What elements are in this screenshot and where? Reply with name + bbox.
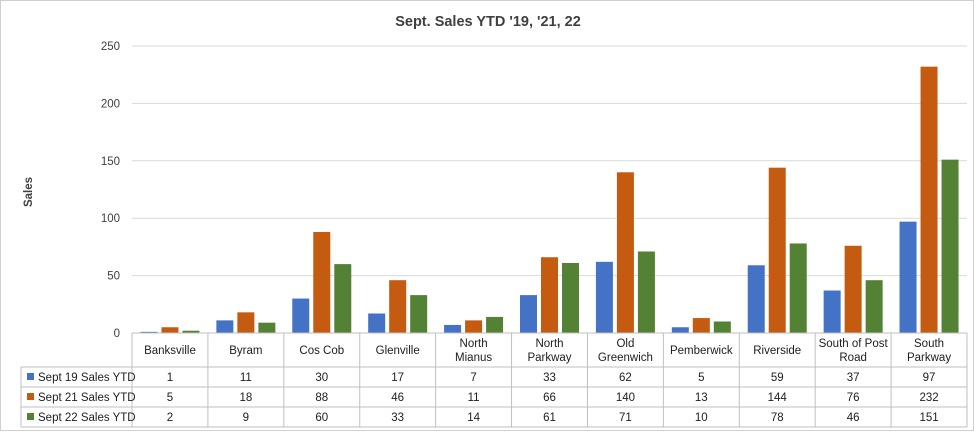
category-label: Cos Cob <box>299 345 344 357</box>
legend-key <box>27 413 34 420</box>
bar <box>520 295 537 333</box>
bar <box>389 280 407 333</box>
bar <box>182 330 200 333</box>
bar <box>899 221 917 333</box>
data-label: 5 <box>167 392 173 404</box>
bar <box>671 327 689 333</box>
category-label: Glenville <box>376 345 420 357</box>
series-name: Sept 22 Sales YTD <box>38 412 136 424</box>
data-label: 33 <box>391 412 404 424</box>
data-label: 60 <box>315 412 328 424</box>
y-tick-label: 50 <box>107 271 120 283</box>
category-label: Parkway <box>907 352 951 364</box>
category-label: Mianus <box>455 352 492 364</box>
bar <box>258 322 276 333</box>
data-label: 46 <box>391 392 404 404</box>
data-label: 2 <box>167 412 173 424</box>
category-label: Old <box>616 338 634 350</box>
bar <box>161 327 179 333</box>
bar <box>844 245 862 333</box>
category-label: Road <box>839 352 867 364</box>
category-label: Greenwich <box>598 352 653 364</box>
data-label: 7 <box>470 372 476 384</box>
bar <box>789 243 807 333</box>
legend-key <box>27 373 34 380</box>
data-label: 78 <box>771 412 784 424</box>
y-tick-label: 0 <box>114 328 120 340</box>
bar <box>823 290 841 333</box>
y-tick-label: 150 <box>101 156 120 168</box>
bar <box>713 321 731 333</box>
chart-title: Sept. Sales YTD '19, '21, 22 <box>395 14 581 30</box>
data-label: 151 <box>919 412 938 424</box>
bar <box>541 257 558 333</box>
y-tick-label: 100 <box>101 213 120 225</box>
data-label: 33 <box>543 372 556 384</box>
bar <box>692 318 710 333</box>
bar <box>237 312 255 333</box>
bar <box>368 313 386 333</box>
y-tick-label: 200 <box>101 98 120 110</box>
bar <box>444 324 462 333</box>
category-label: North <box>460 338 488 350</box>
bar <box>334 264 352 333</box>
bar <box>486 316 504 333</box>
category-label: South <box>914 338 944 350</box>
bar <box>747 265 765 333</box>
bar <box>637 251 655 333</box>
data-label: 30 <box>315 372 328 384</box>
data-label: 9 <box>243 412 249 424</box>
data-label: 140 <box>616 392 635 404</box>
bar <box>616 172 634 333</box>
bar <box>941 159 959 333</box>
y-tick-label: 250 <box>101 41 120 53</box>
legend-key <box>27 393 34 400</box>
data-label: 62 <box>619 372 632 384</box>
series-name: Sept 19 Sales YTD <box>38 372 136 384</box>
data-label: 66 <box>543 392 556 404</box>
data-label: 11 <box>468 392 480 404</box>
data-label: 13 <box>695 392 708 404</box>
category-label: South of Post <box>819 338 889 350</box>
bar <box>292 298 310 333</box>
bar <box>140 331 158 333</box>
bar <box>595 261 613 333</box>
bar <box>410 295 428 333</box>
bar <box>768 167 786 333</box>
category-label: Byram <box>229 345 262 357</box>
y-axis-label: Sales <box>23 177 35 207</box>
series-name: Sept 21 Sales YTD <box>38 392 136 404</box>
data-label: 14 <box>467 412 480 424</box>
data-label: 97 <box>923 372 936 384</box>
bar <box>865 280 883 333</box>
data-label: 11 <box>240 372 252 384</box>
category-label: Banksville <box>144 345 196 357</box>
category-label: Parkway <box>527 352 571 364</box>
data-label: 10 <box>695 412 708 424</box>
data-label: 37 <box>847 372 860 384</box>
category-label: Riverside <box>753 345 801 357</box>
data-label: 232 <box>919 392 938 404</box>
data-label: 17 <box>391 372 404 384</box>
data-label: 144 <box>768 392 788 404</box>
data-label: 71 <box>619 412 632 424</box>
bar <box>920 66 938 333</box>
data-label: 46 <box>847 412 860 424</box>
data-label: 5 <box>698 372 704 384</box>
category-label: Pemberwick <box>670 345 733 357</box>
bar <box>562 262 579 333</box>
data-label: 76 <box>847 392 860 404</box>
data-label: 18 <box>239 392 252 404</box>
category-label: North <box>535 338 563 350</box>
bar <box>465 320 483 333</box>
data-label: 88 <box>315 392 328 404</box>
bar <box>216 320 234 333</box>
data-label: 1 <box>167 372 173 384</box>
bar <box>313 231 331 333</box>
data-label: 61 <box>543 412 556 424</box>
data-label: 59 <box>771 372 784 384</box>
